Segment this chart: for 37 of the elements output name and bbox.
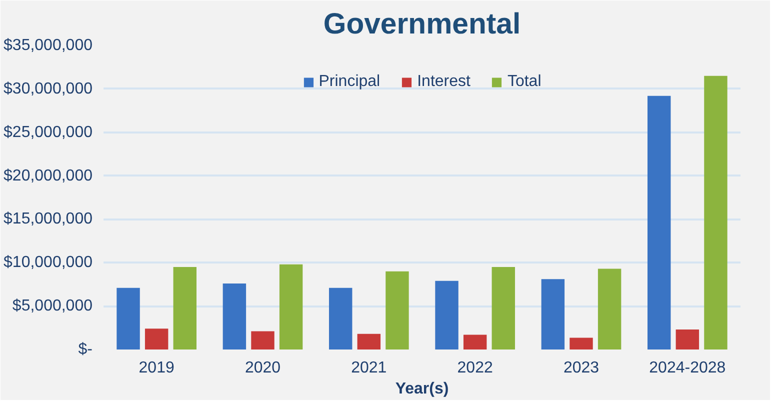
x-tick-label: 2021 (351, 360, 387, 376)
bar (648, 96, 671, 350)
bar (116, 288, 140, 350)
legend-label: Total (507, 73, 542, 91)
y-tick-label: $10,000,000 (4, 254, 93, 272)
bar (492, 266, 515, 350)
legend-label: Interest (417, 73, 470, 91)
bar (144, 328, 168, 350)
bar (279, 264, 303, 350)
y-tick-label: $35,000,000 (4, 37, 93, 54)
bar (357, 334, 381, 350)
y-tick-label: $30,000,000 (4, 80, 93, 98)
bar (386, 271, 409, 350)
bar (463, 334, 487, 350)
bar (704, 76, 728, 350)
bar (541, 279, 565, 350)
y-tick-label: $15,000,000 (4, 210, 93, 228)
y-tick-label: $20,000,000 (4, 167, 93, 184)
bar (676, 330, 700, 350)
y-tick-label: $- (78, 341, 93, 358)
x-tick-label: 2019 (138, 360, 174, 376)
y-tick-label: $25,000,000 (4, 124, 93, 141)
bar (173, 266, 196, 350)
x-tick-label: 2020 (244, 360, 281, 376)
chart-title: Governmental (323, 8, 521, 40)
x-tick-label: 2024-2028 (649, 360, 726, 376)
bar (435, 280, 458, 350)
legend-label: Principal (318, 73, 380, 91)
bar (570, 338, 593, 350)
y-tick-label: $5,000,000 (12, 298, 93, 315)
bar (222, 283, 246, 350)
bar (251, 331, 274, 350)
x-tick-label: 2022 (457, 360, 493, 376)
x-tick-label: 2023 (563, 360, 600, 376)
bar (598, 268, 622, 350)
bar (329, 288, 352, 350)
x-axis-title: Year(s) (395, 380, 449, 398)
